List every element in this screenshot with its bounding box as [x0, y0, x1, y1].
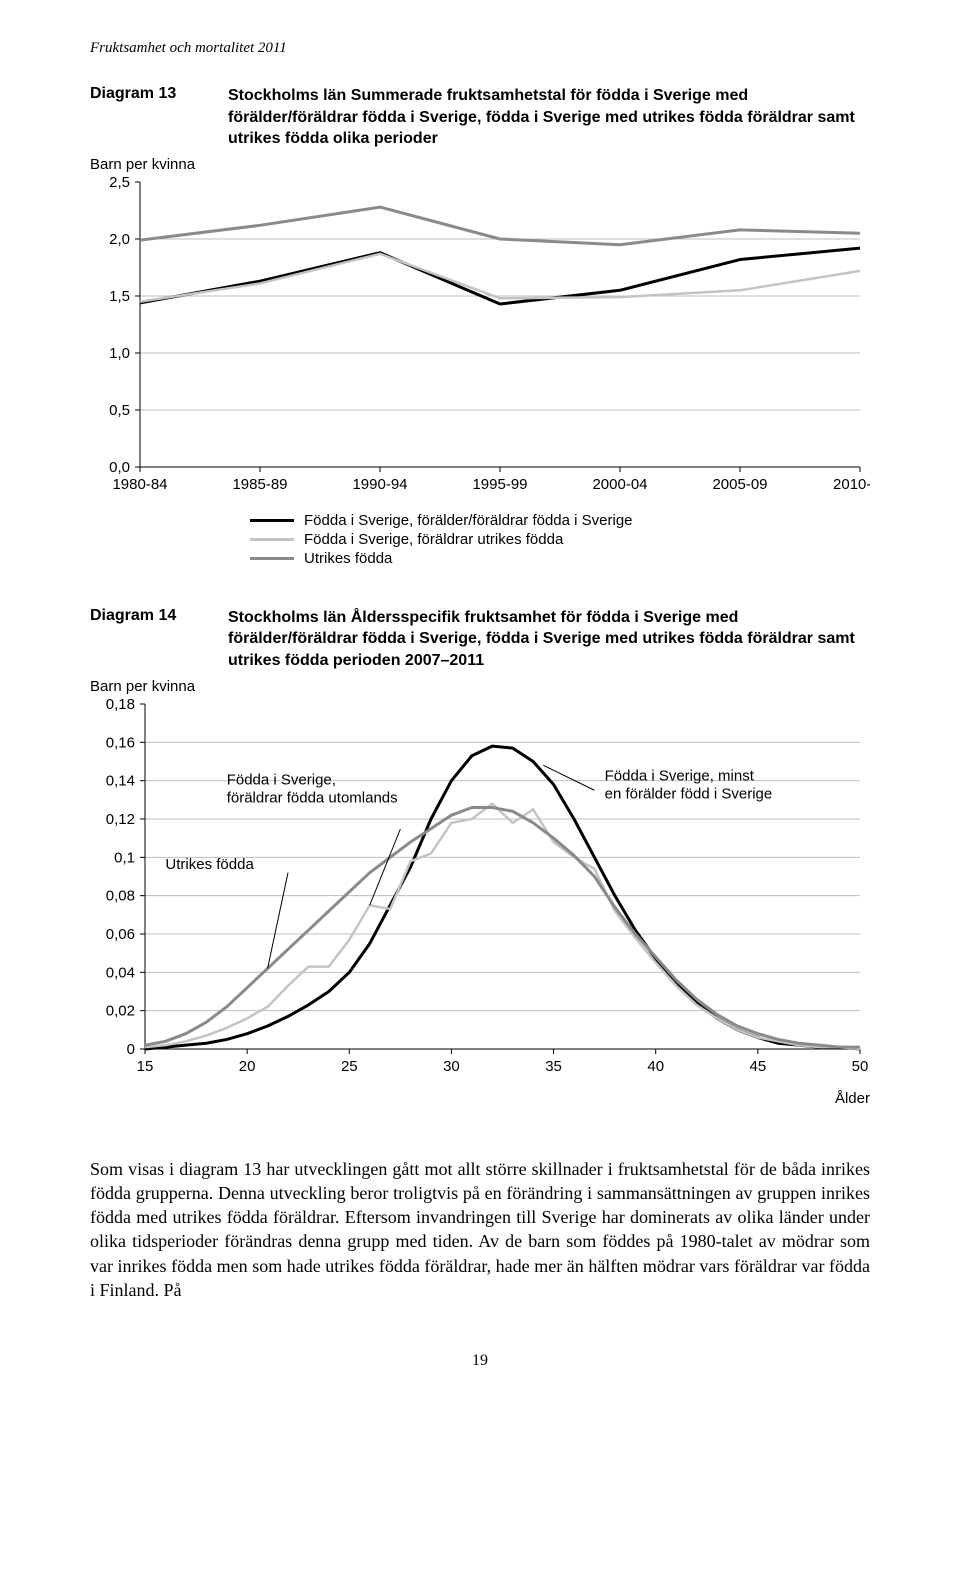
- diagram-14: Diagram 14 Stockholms län Åldersspecifik…: [90, 607, 870, 1107]
- svg-text:0,16: 0,16: [106, 734, 135, 751]
- svg-text:0,12: 0,12: [106, 811, 135, 828]
- page: Fruktsamhet och mortalitet 2011 Diagram …: [0, 0, 960, 1410]
- diagram-13-legend: Födda i Sverige, förälder/föräldrar född…: [250, 512, 870, 567]
- body-paragraph: Som visas i diagram 13 har utvecklingen …: [90, 1157, 870, 1303]
- diagram-14-x-label: Ålder: [90, 1090, 870, 1107]
- svg-text:Utrikes födda: Utrikes födda: [165, 855, 254, 872]
- svg-text:1,0: 1,0: [109, 345, 130, 362]
- svg-text:20: 20: [239, 1058, 256, 1075]
- svg-text:35: 35: [545, 1058, 562, 1075]
- diagram-14-head: Diagram 14 Stockholms län Åldersspecifik…: [90, 607, 870, 672]
- svg-text:2010-11: 2010-11: [833, 476, 870, 493]
- svg-text:2000-04: 2000-04: [592, 476, 647, 493]
- svg-text:Födda i Sverige, minst: Födda i Sverige, minst: [605, 767, 755, 784]
- svg-text:0: 0: [127, 1041, 135, 1058]
- legend-swatch: [250, 538, 294, 541]
- svg-text:1995-99: 1995-99: [472, 476, 527, 493]
- svg-text:1985-89: 1985-89: [232, 476, 287, 493]
- chart-13-svg: 0,0 0,5 1,0 1,5 2,0 2,5 1980-84 1985-89 1990-94 1…: [90, 177, 870, 497]
- svg-text:en förälder född i Sverige: en förälder född i Sverige: [605, 785, 773, 802]
- svg-text:2,5: 2,5: [109, 177, 130, 191]
- diagram-13-y-label: Barn per kvinna: [90, 156, 870, 173]
- svg-text:0,5: 0,5: [109, 402, 130, 419]
- svg-text:1980-84: 1980-84: [112, 476, 167, 493]
- svg-text:0,02: 0,02: [106, 1002, 135, 1019]
- diagram-13: Diagram 13 Stockholms län Summerade fruk…: [90, 85, 870, 567]
- svg-text:15: 15: [137, 1058, 154, 1075]
- legend-row: Utrikes födda: [250, 550, 870, 567]
- diagram-14-chart: 0 0,02 0,04 0,06 0,08 0,1 0,12 0,14 0,16 0,18 15 20…: [90, 699, 870, 1084]
- svg-text:0,14: 0,14: [106, 772, 135, 789]
- diagram-13-title: Stockholms län Summerade fruktsamhetstal…: [228, 85, 870, 150]
- legend-label: Födda i Sverige, förälder/föräldrar född…: [304, 512, 633, 529]
- chart-14-svg: 0 0,02 0,04 0,06 0,08 0,1 0,12 0,14 0,16 0,18 15 20…: [90, 699, 870, 1079]
- svg-text:0,08: 0,08: [106, 887, 135, 904]
- legend-label: Utrikes födda: [304, 550, 392, 567]
- page-header: Fruktsamhet och mortalitet 2011: [90, 40, 870, 57]
- svg-text:0,0: 0,0: [109, 459, 130, 476]
- page-number: 19: [90, 1352, 870, 1370]
- svg-text:40: 40: [647, 1058, 664, 1075]
- svg-text:2,0: 2,0: [109, 231, 130, 248]
- diagram-14-title: Stockholms län Åldersspecifik fruktsamhe…: [228, 607, 870, 672]
- diagram-13-label: Diagram 13: [90, 85, 200, 103]
- svg-text:2005-09: 2005-09: [712, 476, 767, 493]
- svg-text:1990-94: 1990-94: [352, 476, 407, 493]
- svg-text:45: 45: [750, 1058, 767, 1075]
- svg-text:50: 50: [852, 1058, 869, 1075]
- diagram-13-head: Diagram 13 Stockholms län Summerade fruk…: [90, 85, 870, 150]
- svg-text:0,1: 0,1: [114, 849, 135, 866]
- svg-text:Födda i Sverige,: Födda i Sverige,: [227, 771, 336, 788]
- svg-text:0,06: 0,06: [106, 926, 135, 943]
- svg-text:30: 30: [443, 1058, 460, 1075]
- legend-row: Födda i Sverige, förälder/föräldrar född…: [250, 512, 870, 529]
- svg-text:1,5: 1,5: [109, 288, 130, 305]
- svg-text:föräldrar födda utomlands: föräldrar födda utomlands: [227, 789, 398, 806]
- legend-row: Födda i Sverige, föräldrar utrikes födda: [250, 531, 870, 548]
- svg-text:25: 25: [341, 1058, 358, 1075]
- diagram-14-label: Diagram 14: [90, 607, 200, 625]
- diagram-14-y-label: Barn per kvinna: [90, 678, 870, 695]
- svg-text:0,18: 0,18: [106, 699, 135, 713]
- diagram-13-chart: 0,0 0,5 1,0 1,5 2,0 2,5 1980-84 1985-89 1990-94 1…: [90, 177, 870, 502]
- svg-text:0,04: 0,04: [106, 964, 135, 981]
- legend-swatch: [250, 557, 294, 560]
- legend-swatch: [250, 519, 294, 522]
- legend-label: Födda i Sverige, föräldrar utrikes födda: [304, 531, 563, 548]
